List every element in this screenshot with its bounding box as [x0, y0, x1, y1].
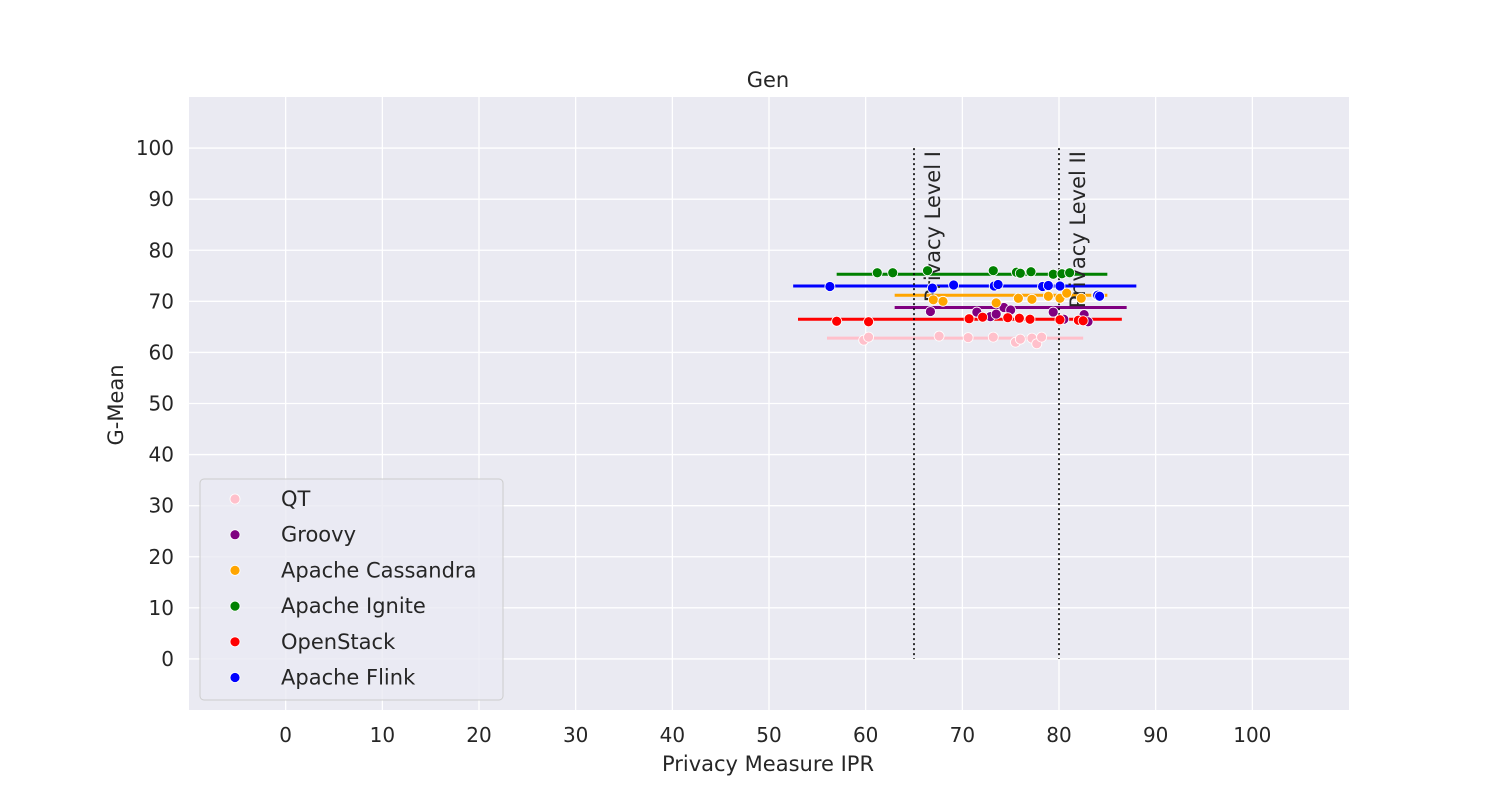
data-point	[1013, 292, 1024, 304]
data-point	[1061, 287, 1073, 299]
x-tick-labels: 0 10 20 30 40 50 60 70 80 90 100	[279, 723, 1271, 747]
data-point	[1075, 292, 1087, 304]
data-point	[1064, 267, 1076, 279]
y-tick-label: 80	[149, 238, 174, 262]
data-point	[1077, 315, 1089, 327]
data-point	[1013, 312, 1025, 324]
legend-marker	[229, 636, 241, 648]
x-tick-label: 80	[1046, 723, 1071, 747]
x-tick-label: 30	[563, 723, 588, 747]
x-tick-label: 0	[279, 723, 292, 747]
data-point	[1047, 306, 1059, 318]
data-point	[1002, 312, 1014, 324]
data-point	[1042, 290, 1054, 302]
y-axis-label: G-Mean	[104, 364, 128, 445]
legend-marker	[229, 565, 241, 576]
legend-label: OpenStack	[281, 630, 396, 654]
legend-marker	[229, 600, 241, 612]
data-point	[1042, 280, 1054, 291]
privacy-level-label: Privacy Level I	[921, 151, 945, 302]
y-tick-label: 100	[136, 136, 174, 160]
legend-label: Apache Flink	[281, 666, 416, 690]
data-point	[1025, 266, 1037, 278]
y-tick-label: 40	[149, 443, 174, 467]
y-tick-label: 0	[161, 647, 174, 671]
data-point	[1014, 267, 1026, 279]
x-tick-label: 70	[950, 723, 975, 747]
x-tick-label: 10	[370, 723, 395, 747]
data-point	[927, 294, 939, 306]
data-point	[933, 330, 945, 342]
y-tick-label: 70	[149, 289, 174, 313]
data-point	[863, 331, 874, 343]
data-point	[987, 331, 999, 343]
data-point	[1036, 331, 1047, 343]
data-point	[948, 279, 960, 291]
y-tick-label: 20	[149, 545, 174, 569]
x-tick-label: 50	[756, 723, 781, 747]
legend-marker	[229, 529, 241, 541]
data-point	[977, 311, 989, 323]
legend-label: Apache Cassandra	[281, 558, 476, 582]
data-point	[1054, 314, 1066, 326]
data-point	[937, 295, 949, 307]
data-point	[992, 279, 1004, 290]
legend-label: Apache Ignite	[281, 594, 426, 618]
x-tick-label: 40	[660, 723, 685, 747]
data-point	[987, 265, 999, 277]
data-point	[990, 308, 1002, 320]
legend-marker	[229, 493, 241, 505]
data-point	[1054, 280, 1066, 292]
privacy-level-lines: Privacy Level I Privacy Level II	[913, 148, 1090, 659]
y-tick-labels: 0 10 20 30 40 50 60 70 80 90 100	[136, 136, 174, 671]
data-point	[963, 313, 975, 325]
y-tick-label: 50	[149, 392, 174, 416]
data-point	[871, 267, 883, 279]
data-point	[1026, 293, 1038, 305]
legend-label: Groovy	[281, 523, 356, 547]
privacy-level-label: Privacy Level II	[1066, 151, 1090, 308]
legend-label: QT	[281, 487, 311, 511]
data-point	[926, 282, 938, 294]
x-axis-label: Privacy Measure IPR	[662, 752, 874, 776]
legend-box	[199, 478, 504, 701]
chart-title: Gen	[747, 68, 790, 92]
x-tick-label: 90	[1143, 723, 1168, 747]
data-point	[990, 297, 1002, 309]
y-tick-label: 60	[149, 340, 174, 364]
data-point	[1094, 290, 1105, 302]
legend: QT Groovy Apache Cassandra Apache Ignite Ope…	[199, 478, 504, 701]
data-point	[831, 315, 843, 327]
y-tick-label: 30	[149, 494, 174, 518]
data-point	[887, 267, 899, 279]
y-tick-label: 10	[149, 596, 174, 620]
x-tick-label: 60	[853, 723, 878, 747]
data-point	[1014, 333, 1026, 345]
legend-marker	[229, 672, 241, 683]
data-point	[1024, 313, 1036, 325]
data-point	[962, 332, 974, 344]
data-point	[922, 265, 933, 277]
data-point	[925, 306, 936, 317]
x-tick-label: 100	[1233, 723, 1271, 747]
data-point	[824, 281, 836, 292]
data-points	[824, 265, 1105, 350]
y-tick-label: 90	[149, 187, 174, 211]
data-point	[863, 316, 874, 328]
x-tick-label: 20	[466, 723, 491, 747]
